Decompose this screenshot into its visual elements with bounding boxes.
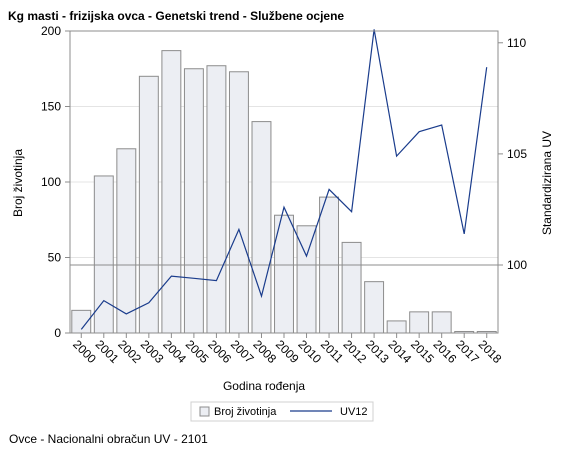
left-axis-ticks: 0 50 100 150 200 [41, 24, 70, 340]
x-tick-label: 2006 [205, 337, 234, 366]
x-tick-label: 2010 [295, 337, 324, 366]
y2-axis-label: Standardizirana UV [540, 131, 554, 235]
x-tick-label: 2009 [273, 337, 302, 366]
legend-box [190, 401, 374, 422]
y-tick-label: 200 [41, 24, 61, 38]
x-tick-label: 2015 [408, 337, 437, 366]
legend-label-line: UV12 [340, 406, 368, 418]
bar-2007 [228, 71, 249, 334]
bar-2014 [386, 320, 407, 334]
y-tick-label: 100 [41, 175, 61, 189]
y-tick-label: 150 [41, 100, 61, 114]
x-tick-label: 2004 [160, 337, 189, 366]
x-tick-label: 2001 [93, 337, 122, 366]
chart-title: Kg masti - frizijska ovca - Genetski tre… [8, 9, 345, 23]
x-tick-label: 2011 [318, 337, 346, 365]
x-tick-label: 2008 [250, 337, 279, 366]
bar-2012 [341, 241, 362, 334]
bar-2008 [251, 121, 272, 334]
y2-tick-label: 105 [507, 147, 527, 161]
legend-label-bars: Broj životinja [214, 406, 277, 418]
x-tick-label: 2013 [363, 337, 392, 366]
x-tick-label: 2003 [138, 337, 167, 366]
y-tick-label: 0 [54, 326, 61, 340]
x-tick-label: 2005 [183, 337, 212, 366]
x-tick-label: 2016 [431, 337, 460, 366]
bar-2015 [409, 311, 430, 334]
x-tick-label: 2017 [453, 337, 482, 366]
y2-tick-label: 100 [507, 258, 527, 272]
bar-2016 [431, 311, 452, 334]
x-tick-label: 2007 [228, 337, 257, 366]
x-tick-label: 2012 [340, 337, 369, 366]
bar-2002 [116, 148, 137, 334]
bar-2013 [364, 281, 385, 334]
footnote: Ovce - Nacionalni obračun UV - 2101 [9, 432, 208, 446]
y2-tick-label: 110 [507, 36, 526, 50]
bar-2005 [183, 68, 204, 334]
right-axis-ticks: 100 105 110 [498, 36, 527, 272]
bar-series [71, 50, 497, 334]
x-axis-label: Godina rođenja [223, 379, 305, 393]
legend-swatch-bars [199, 406, 210, 417]
bar-2004 [161, 50, 182, 334]
x-tick-label: 2000 [70, 337, 99, 366]
legend: Broj životinja UV12 [190, 401, 374, 422]
x-tick-label: 2018 [476, 337, 505, 366]
y-axis-label: Broj životinja [11, 149, 25, 217]
bar-2006 [206, 65, 227, 334]
uv12-line [80, 29, 488, 330]
y-tick-label: 50 [48, 251, 62, 265]
x-tick-label: 2014 [386, 337, 415, 366]
x-tick-label: 2002 [115, 337, 144, 366]
x-axis-ticks: 2000200120022003200420052006200720082009… [70, 333, 505, 366]
